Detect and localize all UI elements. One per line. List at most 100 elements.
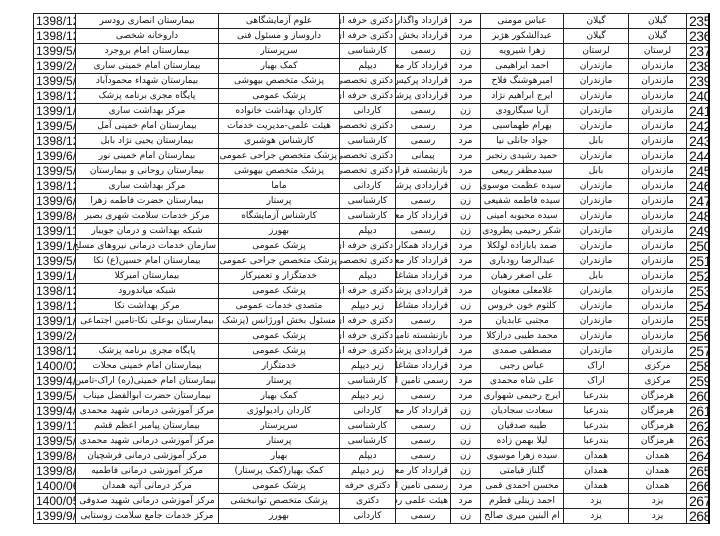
cell-contract[interactable]: رسمی [395,103,451,119]
cell-workplace[interactable]: مرکز آموزشی درمانی فرشچیان [75,448,219,464]
cell-province[interactable]: مازندران [628,298,687,314]
cell-row-no[interactable]: 257 [686,343,709,359]
cell-gender[interactable]: مرد [450,148,481,164]
cell-field[interactable]: متصدی خدمات عمومی [218,298,340,314]
cell-field[interactable]: پزشک عمومی [218,238,340,254]
cell-name[interactable]: سیده عظمت موسوی [480,178,564,194]
cell-workplace[interactable]: بیمارستان روحانی و بیمارستان [75,163,219,179]
cell-education[interactable]: دکتری حرفه [339,478,396,494]
cell-gender[interactable]: مرد [450,238,481,254]
cell-province[interactable]: هرمزگان [628,388,687,404]
cell-name[interactable]: محمد طیبی درازکلا [480,328,564,344]
cell-name[interactable]: ام البنین میری صالح [480,508,564,524]
cell-city[interactable]: مازندران [563,223,629,239]
cell-province[interactable]: مازندران [628,328,687,344]
cell-workplace[interactable]: مرکز بهداشت ساری [75,178,219,194]
cell-contract[interactable]: قرارداد کار معین [395,253,451,269]
cell-date[interactable]: 1399/1/ [33,103,76,119]
cell-row-no[interactable]: 256 [686,328,709,344]
cell-province[interactable]: هرمزگان [628,403,687,419]
cell-city[interactable]: مازندران [563,193,629,209]
cell-row-no[interactable]: 240 [686,88,709,104]
cell-education[interactable]: کارشناسی [339,43,396,59]
cell-row-no[interactable]: 266 [686,478,709,494]
cell-name[interactable]: کلثوم خون خروس [480,298,564,314]
cell-workplace[interactable]: بیمارستان امام خمینی نور [75,148,219,164]
cell-city[interactable]: مازندران [563,103,629,119]
cell-education[interactable]: دکتری تخصصی [339,253,396,269]
cell-date[interactable]: 1399/5/ [33,433,76,449]
cell-gender[interactable]: مرد [450,358,481,374]
cell-field[interactable]: بهیار [218,448,340,464]
cell-gender[interactable]: مرد [450,13,481,29]
cell-province[interactable]: مازندران [628,88,687,104]
cell-name[interactable]: مجتبی عابدیان [480,313,564,329]
cell-name[interactable]: طیبه صدقیان [480,418,564,434]
cell-date[interactable]: 1399/2/ [33,58,76,74]
cell-field[interactable]: پزشک متخصص بیهوشی [218,73,340,89]
cell-workplace[interactable]: مرکز آموزشی درمانی شهید صدوقی [75,493,219,509]
cell-city[interactable]: مازندران [563,253,629,269]
cell-field[interactable]: کاردان رادیولوژی [218,403,340,419]
cell-city[interactable]: بابل [563,268,629,284]
cell-row-no[interactable]: 245 [686,163,709,179]
cell-row-no[interactable]: 238 [686,58,709,74]
cell-date[interactable]: 1399/5/ [33,163,76,179]
cell-contract[interactable]: قراردادی پزشک [395,283,451,299]
cell-gender[interactable]: مرد [450,133,481,149]
cell-province[interactable]: مازندران [628,208,687,224]
cell-contract[interactable]: بازنشسته قرارداد پرکیس [395,163,451,179]
cell-province[interactable]: مازندران [628,223,687,239]
cell-city[interactable]: همدان [563,448,629,464]
cell-name[interactable]: عبدالشکور هژبر [480,28,564,44]
cell-workplace[interactable]: بیمارستان امام بروجرد [75,43,219,59]
cell-province[interactable]: مازندران [628,118,687,134]
cell-date[interactable]: 1398/12 [33,283,76,299]
cell-city[interactable]: یزد [563,493,629,509]
cell-field[interactable]: پرستار [218,433,340,449]
cell-workplace[interactable]: مرکز آموزشی درمانی شهید محمدی [75,403,219,419]
cell-province[interactable]: مرکزی [628,373,687,389]
cell-province[interactable]: مرکزی [628,358,687,374]
cell-education[interactable]: دکتری [339,493,396,509]
cell-province[interactable]: مازندران [628,283,687,299]
cell-workplace[interactable]: بیمارستان یحیی نژاد بابل [75,133,219,149]
cell-gender[interactable]: مرد [450,493,481,509]
cell-city[interactable]: بندرعبا [563,403,629,419]
cell-date[interactable]: 1399/1/ [33,313,76,329]
cell-education[interactable]: دکتری حرفه ای [339,88,396,104]
cell-name[interactable]: شکر رحیمی پطرودی [480,223,564,239]
cell-city[interactable]: بابل [563,163,629,179]
cell-education[interactable]: کاردانی [339,508,396,524]
cell-workplace[interactable]: پایگاه مجری برنامه پزشک [75,88,219,104]
cell-education[interactable]: دکتری حرفه ای [339,283,396,299]
cell-name[interactable]: مصطفی صمدی [480,343,564,359]
cell-name[interactable]: احمد زینلی قطرم [480,493,564,509]
cell-education[interactable]: کارشناسی [339,433,396,449]
cell-date[interactable]: 1398/12 [33,133,76,149]
cell-gender[interactable]: مرد [450,283,481,299]
cell-contract[interactable]: رسمی [395,418,451,434]
cell-gender[interactable]: مرد [450,313,481,329]
cell-field[interactable]: کمک بهیار(کمک پرستار) [218,463,340,479]
cell-date[interactable]: 1398/12 [33,343,76,359]
cell-education[interactable]: دکتری تخصصی [339,73,396,89]
cell-date[interactable]: 1399/5/ [33,43,76,59]
cell-city[interactable]: همدان [563,463,629,479]
cell-name[interactable]: امیرهوشنگ فلاح [480,73,564,89]
cell-contract[interactable]: قرارداد مشاغل کارگری [395,358,451,374]
cell-gender[interactable]: مرد [450,268,481,284]
cell-gender[interactable]: مرد [450,388,481,404]
cell-workplace[interactable]: بیمارستان امیرکلا [75,268,219,284]
cell-gender[interactable]: مرد [450,343,481,359]
cell-name[interactable]: صمد بابازاده لولکلا [480,238,564,254]
cell-date[interactable]: 1399/1/ [33,268,76,284]
cell-city[interactable]: مازندران [563,148,629,164]
cell-field[interactable]: بهورز [218,508,340,524]
cell-date[interactable]: 1398/12 [33,28,76,44]
cell-education[interactable]: دیپلم [339,58,396,74]
cell-workplace[interactable]: بیمارستان امام حسین(ع) نکا [75,253,219,269]
cell-city[interactable]: گیلان [563,13,629,29]
cell-row-no[interactable]: 249 [686,223,709,239]
cell-gender[interactable]: مرد [450,28,481,44]
